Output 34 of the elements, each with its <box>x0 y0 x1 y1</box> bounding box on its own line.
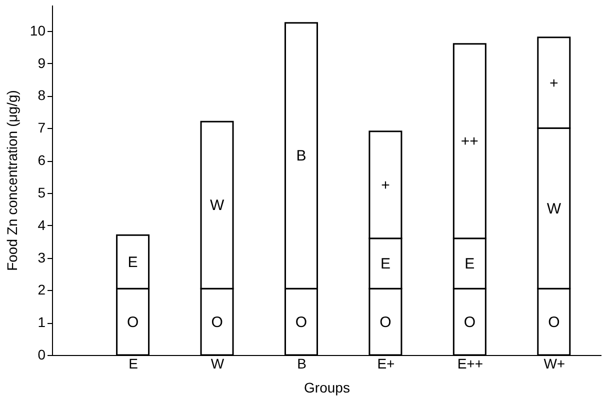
x-axis-title: Groups <box>304 380 350 396</box>
text: O <box>380 314 392 331</box>
text: O <box>211 314 223 331</box>
series-label: B <box>296 148 306 165</box>
series-label: O <box>126 314 139 331</box>
text: O <box>548 314 560 331</box>
x-tick-label: W+ <box>544 356 566 372</box>
y-tick-label: 8 <box>38 87 46 104</box>
series-label: + <box>381 176 390 194</box>
text: E <box>380 255 390 272</box>
y-tick-label: 2 <box>38 282 46 298</box>
y-tick-label: 4 <box>38 216 46 233</box>
series-label: E <box>128 254 138 271</box>
y-axis-title: Food Zn concentration (μg/g) <box>4 90 20 271</box>
text: W <box>210 197 224 214</box>
y-tick-label: 1 <box>38 314 46 330</box>
y-tick-label: 10 <box>30 22 46 38</box>
y-tick-label: 3 <box>38 249 46 266</box>
y-tick-label: 9 <box>38 54 46 71</box>
text: + <box>550 74 558 92</box>
series-label: ++ <box>460 133 479 150</box>
text: O <box>464 314 476 331</box>
y-tick-label: 0 <box>38 346 46 362</box>
x-tick-label: W <box>210 356 225 372</box>
y-tick-label: 7 <box>38 120 46 136</box>
x-tick-label: E <box>128 356 138 372</box>
x-tick-label: B <box>297 356 306 372</box>
text: E <box>464 255 475 272</box>
series-label: W <box>546 200 562 218</box>
x-tick-label: E++ <box>457 356 484 372</box>
text: O <box>295 314 308 331</box>
x-tick-label: E+ <box>377 356 395 372</box>
y-tick-label: 6 <box>38 152 46 168</box>
y-tick-label: 5 <box>38 184 46 200</box>
